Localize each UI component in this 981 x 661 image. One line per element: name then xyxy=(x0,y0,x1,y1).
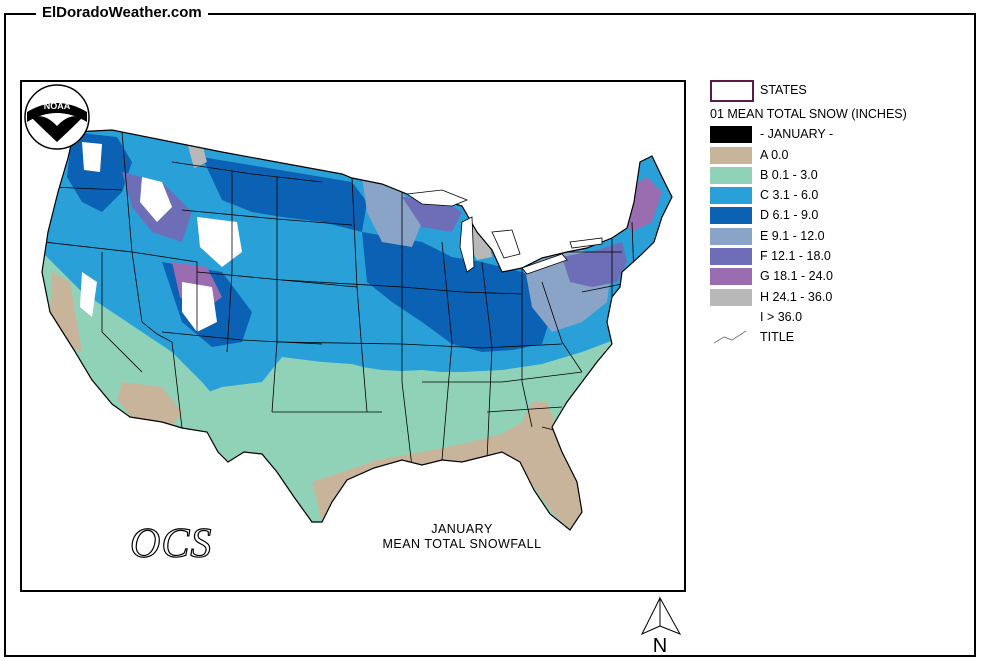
lake-ontario xyxy=(569,237,603,249)
legend-classes: - JANUARY - A 0.0 B 0.1 - 3.0 C 3.1 - 6.0 D … xyxy=(708,124,968,327)
legend-class-label: I > 36.0 xyxy=(760,309,803,324)
lake-superior xyxy=(405,189,469,207)
legend-class-label: A 0.0 xyxy=(760,147,789,162)
legend-states[interactable]: STATES xyxy=(708,80,968,104)
zone-d-midwest xyxy=(362,232,552,352)
title-line-icon xyxy=(713,330,747,344)
legend-layer-title-row: 01 MEAN TOTAL SNOW (INCHES) xyxy=(708,104,968,124)
legend-class-row[interactable]: B 0.1 - 3.0 xyxy=(708,165,968,185)
map-caption-title: MEAN TOTAL SNOWFALL xyxy=(382,537,542,551)
legend-class-label: F 12.1 - 18.0 xyxy=(760,249,831,264)
zone-i-idaho xyxy=(140,177,172,222)
page-frame xyxy=(4,13,976,657)
legend-swatch xyxy=(710,207,752,225)
legend-swatch xyxy=(710,268,752,286)
legend-class-label: G 18.1 - 24.0 xyxy=(760,269,833,284)
state-boundaries xyxy=(43,131,635,468)
map-caption-month: JANUARY xyxy=(431,522,493,536)
legend-class-label: H 24.1 - 36.0 xyxy=(760,289,833,304)
legend-swatch xyxy=(710,308,752,326)
zone-i-cascades xyxy=(82,142,102,172)
noaa-logo: NOAA xyxy=(24,84,90,150)
legend-class-row[interactable]: I > 36.0 xyxy=(708,307,968,327)
legend-class-row[interactable]: F 12.1 - 18.0 xyxy=(708,246,968,266)
legend-class-label: B 0.1 - 3.0 xyxy=(760,167,818,182)
map-panel[interactable]: NOAA OCS JANUARY MEAN TOTAL SNOWFALL xyxy=(20,80,686,592)
svg-text:NOAA: NOAA xyxy=(44,101,71,111)
legend-swatch xyxy=(710,146,752,164)
legend-class-label: E 9.1 - 12.0 xyxy=(760,228,825,243)
zone-d-plains xyxy=(202,157,367,232)
zone-i-sierra xyxy=(80,272,97,317)
legend-class-row[interactable]: D 6.1 - 9.0 xyxy=(708,205,968,225)
map-caption: JANUARY MEAN TOTAL SNOWFALL xyxy=(382,522,542,552)
legend-states-label: STATES xyxy=(760,83,807,97)
zone-e-north xyxy=(362,177,422,247)
legend-class-label: - JANUARY - xyxy=(760,127,834,142)
zone-f-ny xyxy=(562,242,627,287)
zone-a-gulf-coast xyxy=(312,402,582,530)
legend-swatch xyxy=(710,248,752,266)
legend-title-row[interactable]: TITLE xyxy=(708,327,968,349)
legend-class-row[interactable]: G 18.1 - 24.0 xyxy=(708,266,968,286)
legend-class-label: C 3.1 - 6.0 xyxy=(760,188,819,203)
zone-a-arizona xyxy=(117,382,182,427)
lake-erie xyxy=(521,253,568,275)
legend-swatch xyxy=(710,288,752,306)
legend-class-row[interactable]: E 9.1 - 12.0 xyxy=(708,226,968,246)
north-label: N xyxy=(653,635,667,656)
legend-class-row[interactable]: A 0.0 xyxy=(708,145,968,165)
north-arrow-icon: N xyxy=(640,596,682,656)
legend-swatch xyxy=(710,227,752,245)
zone-i-wyoming xyxy=(197,217,242,267)
zone-i-adirondacks xyxy=(592,210,610,232)
legend-title-label: TITLE xyxy=(760,330,795,345)
zone-i-colorado xyxy=(182,282,217,332)
legend-class-row[interactable]: C 3.1 - 6.0 xyxy=(708,185,968,205)
map-legend: STATES 01 MEAN TOTAL SNOW (INCHES) - JAN… xyxy=(708,80,968,349)
legend-class-row[interactable]: - JANUARY - xyxy=(708,124,968,144)
site-title[interactable]: ElDoradoWeather.com xyxy=(36,4,208,21)
lake-michigan xyxy=(459,216,475,273)
legend-swatch xyxy=(710,126,752,144)
legend-class-row[interactable]: H 24.1 - 36.0 xyxy=(708,287,968,307)
legend-swatch xyxy=(710,187,752,205)
lake-huron xyxy=(491,229,521,259)
snowfall-map xyxy=(41,129,673,531)
legend-class-label: D 6.1 - 9.0 xyxy=(760,208,819,223)
states-swatch xyxy=(710,80,754,102)
legend-swatch xyxy=(710,166,752,184)
legend-layer-title: 01 MEAN TOTAL SNOW (INCHES) xyxy=(710,107,907,121)
ocs-logo: OCS xyxy=(129,520,213,567)
